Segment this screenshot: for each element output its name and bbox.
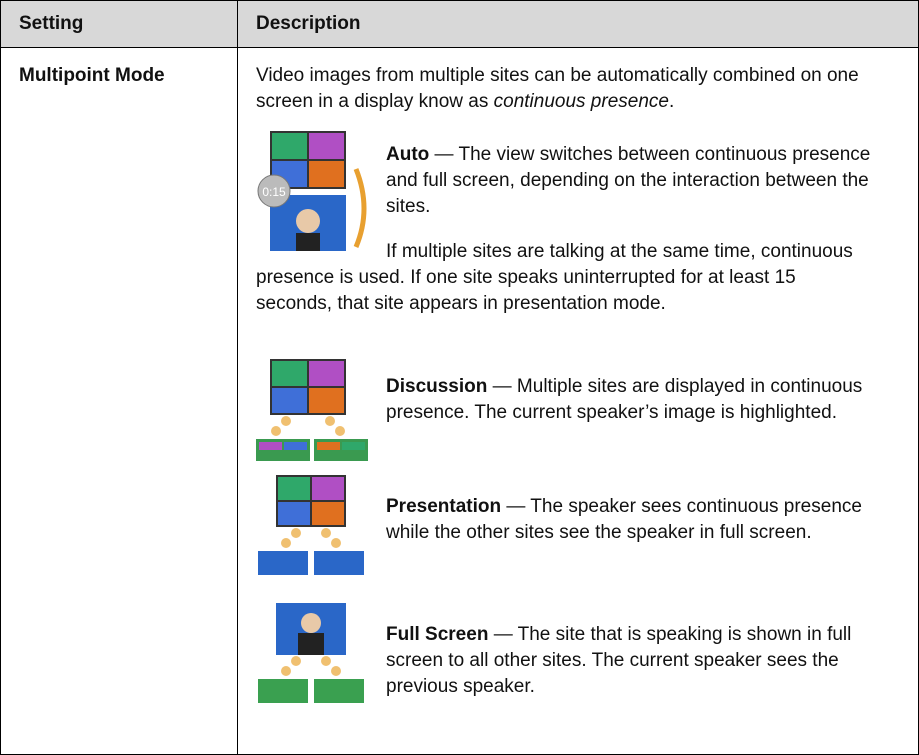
text: — The view switches between continuous p…: [386, 144, 871, 217]
full-screen-icon: [258, 603, 364, 703]
mode-description: Discussion — Multiple sites are displaye…: [256, 374, 876, 426]
text: .: [668, 91, 675, 112]
text: — The site that is speaking is shown in …: [386, 624, 852, 697]
italic-term: continuous presence: [493, 91, 669, 112]
mode-discussion: Discussion — Multiple sites are displaye…: [256, 355, 876, 475]
mode-auto: 0:15 Auto — The view switches between co…: [256, 123, 876, 355]
mode-presentation: Presentation — The speaker sees continuo…: [256, 475, 876, 603]
mode-name: Auto: [386, 144, 430, 165]
mode-description: Presentation — The speaker sees continuo…: [256, 494, 876, 546]
svg-text:0:15: 0:15: [262, 185, 286, 199]
setting-cell: Multipoint Mode: [19, 65, 165, 86]
auto-icon: 0:15: [257, 131, 367, 251]
mode-name: Discussion: [386, 376, 488, 397]
mode-description: Full Screen — The site that is speaking …: [256, 622, 876, 700]
description-cell: Video images from multiple sites can be …: [256, 63, 876, 719]
header-cell: Description: [256, 13, 361, 34]
header-row: Setting Description: [1, 1, 918, 48]
presentation-icon: [258, 475, 364, 575]
text: — The speaker sees continuous presence w…: [386, 496, 862, 543]
mode-note: If multiple sites are talking at the sam…: [256, 241, 853, 314]
text: Video images from multiple sites can be …: [256, 65, 859, 112]
header-cell: Setting: [19, 13, 84, 34]
column-divider: [237, 1, 238, 754]
mode-name: Presentation: [386, 496, 502, 517]
discussion-icon: [256, 359, 368, 461]
mode-description: Auto — The view switches between continu…: [256, 142, 876, 220]
intro: Video images from multiple sites can be …: [256, 63, 876, 115]
mode-name: Full Screen: [386, 624, 489, 645]
mode-full-screen: Full Screen — The site that is speaking …: [256, 603, 876, 719]
text: — Multiple sites are displayed in contin…: [386, 376, 863, 423]
